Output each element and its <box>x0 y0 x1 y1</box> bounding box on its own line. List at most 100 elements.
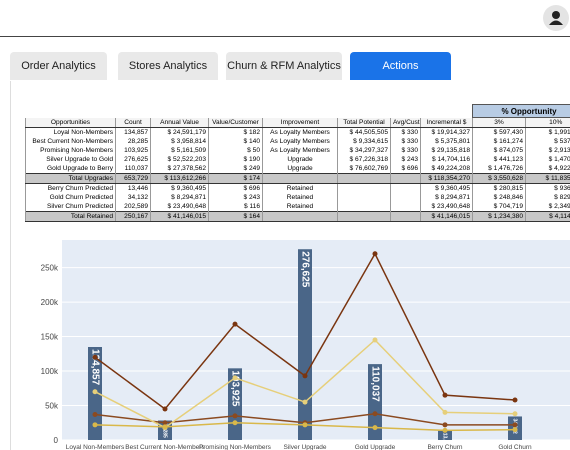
cell: $ 41,146,015 <box>150 211 209 222</box>
table-row: Silver Churn Predicted 202,589 $ 23,490,64… <box>25 202 570 212</box>
cell <box>337 202 391 212</box>
user-glyph <box>549 11 563 25</box>
tab[interactable]: Actions <box>350 52 451 80</box>
cell: $ 8,294,871 <box>150 193 209 202</box>
cell: 276,625 <box>115 155 151 164</box>
cell: $ 874,075 <box>472 146 526 155</box>
cell: $ 248,846 <box>472 193 526 202</box>
cell: $ 118,354,270 <box>420 173 473 184</box>
cell: $ 50 <box>208 146 263 155</box>
cell: $ 1,476,726 <box>472 164 526 174</box>
cell: $ 41,146,015 <box>420 211 473 222</box>
cell: Total Upgrades <box>25 173 116 184</box>
table-row: Promising Non-Members 103,925 $ 5,161,509 $… <box>25 146 570 155</box>
cell: Upgrade <box>262 155 338 164</box>
table-row: Gold Upgrade to Berry 110,037 $ 27,378,562… <box>25 164 570 174</box>
spacer <box>26 105 473 118</box>
cell: As Loyalty Members <box>262 146 338 155</box>
table-row: Gold Churn Predicted 34,132 $ 8,294,871 $ 2… <box>25 193 570 202</box>
cell <box>390 183 421 193</box>
cell: $ 3,958,814 <box>150 137 209 146</box>
cell: $ 280,815 <box>472 183 526 193</box>
cell: $ 1,234,380 <box>472 211 526 222</box>
cell: 103,925 <box>115 146 151 155</box>
cell: $ 597,430 <box>472 127 526 137</box>
cell: 653,729 <box>115 173 151 184</box>
cell: $ 5,161,509 <box>150 146 209 155</box>
cell: $ 19,914,327 <box>420 127 473 137</box>
cell <box>337 211 391 222</box>
top-bar <box>0 0 570 37</box>
total-row: Total Retained 250,167 $ 41,146,015 $ 164 $ … <box>25 211 570 222</box>
cell: $ 14,704,116 <box>420 155 473 164</box>
column-header: Count <box>115 117 151 128</box>
cell: Retained <box>262 202 338 212</box>
column-header: 10% <box>524 117 570 128</box>
cell: $ 34,297,327 <box>337 146 391 155</box>
cell: Best Current Non-Members <box>25 137 116 146</box>
column-header: Total Potential <box>337 117 391 128</box>
column-header: Improvement <box>262 117 338 128</box>
cell: 202,589 <box>115 202 151 212</box>
cell: $ 24,591,179 <box>150 127 209 137</box>
group-row: % Opportunity <box>26 104 570 118</box>
cell: $ 9,360,495 <box>150 183 209 193</box>
cell <box>337 183 391 193</box>
column-header: Opportunities <box>25 117 116 128</box>
cell: $ 704,719 <box>472 202 526 212</box>
user-icon[interactable] <box>543 5 569 31</box>
cell: $ 243 <box>208 193 263 202</box>
cell: $ 161,274 <box>472 137 526 146</box>
cell: $ 696 <box>390 164 421 174</box>
tab[interactable]: Stores Analytics <box>118 52 218 80</box>
column-header: Incremental $ <box>420 117 473 128</box>
total-row: Total Upgrades 653,729 $ 113,612,266 $ 174 $… <box>25 173 570 184</box>
cell: As Loyalty Members <box>262 127 338 137</box>
cell: $ 441,123 <box>472 155 526 164</box>
cell: $ 249 <box>208 164 263 174</box>
table-row: Best Current Non-Members 28,285 $ 3,958,81… <box>25 137 570 146</box>
cell: Berry Churn Predicted <box>25 183 116 193</box>
table-wrap: % Opportunity Opportunities Count Annual Va… <box>25 104 570 222</box>
cell: $ 5,375,801 <box>420 137 473 146</box>
cell: $ 330 <box>390 127 421 137</box>
cell: Upgrade <box>262 164 338 174</box>
cell: As Loyalty Members <box>262 137 338 146</box>
cell: $ 936,050 <box>524 183 570 193</box>
cell: Silver Upgrade to Gold <box>25 155 116 164</box>
cell: Retained <box>262 183 338 193</box>
cell: 250,167 <box>115 211 151 222</box>
column-header: Value/Customer <box>208 117 263 128</box>
tab[interactable]: Churn & RFM Analytics <box>226 52 342 80</box>
cell <box>337 193 391 202</box>
cell: $ 23,490,648 <box>150 202 209 212</box>
cell: 13,446 <box>115 183 151 193</box>
cell: $ 23,490,648 <box>420 202 473 212</box>
cell: Promising Non-Members <box>25 146 116 155</box>
cell: $ 27,378,562 <box>150 164 209 174</box>
cell: $ 4,114,601 <box>524 211 570 222</box>
tab[interactable]: Order Analytics <box>10 52 107 80</box>
cell: $ 174 <box>208 173 263 184</box>
cell: $ 182 <box>208 127 263 137</box>
cell: $ 829,487 <box>524 193 570 202</box>
cell: $ 52,522,203 <box>150 155 209 164</box>
cell: Gold Upgrade to Berry <box>25 164 116 174</box>
table-row: Berry Churn Predicted 13,446 $ 9,360,495 $ … <box>25 183 570 193</box>
cell: Total Retained <box>25 211 116 222</box>
cell: $ 44,505,505 <box>337 127 391 137</box>
cell: $ 2,349,065 <box>524 202 570 212</box>
cell: $ 4,922,421 <box>524 164 570 174</box>
cell <box>390 173 421 184</box>
cell <box>390 202 421 212</box>
cell <box>390 193 421 202</box>
cell <box>390 211 421 222</box>
data-table: % Opportunity Opportunities Count Annual Va… <box>25 104 570 222</box>
cell: $ 76,602,769 <box>337 164 391 174</box>
column-header: 3% <box>472 117 526 128</box>
column-header: Avg/Cust <box>390 117 421 128</box>
cell: 134,857 <box>115 127 151 137</box>
column-header: Annual Value <box>150 117 209 128</box>
cell <box>337 173 391 184</box>
cell: $ 11,835,427 <box>524 173 570 184</box>
